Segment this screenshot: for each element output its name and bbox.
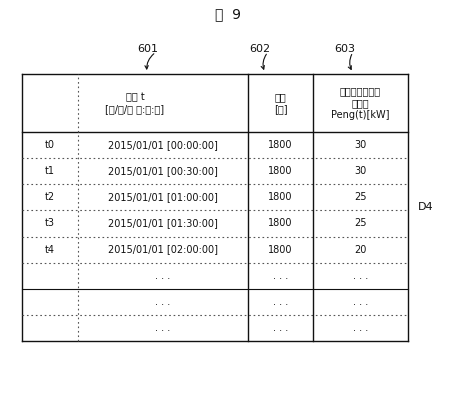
Text: D4: D4	[418, 202, 434, 213]
Text: t0: t0	[45, 140, 55, 150]
Text: . . .: . . .	[155, 297, 170, 307]
Text: 2015/01/01 [00:00:00]: 2015/01/01 [00:00:00]	[108, 140, 218, 150]
Text: 1800: 1800	[268, 218, 293, 229]
Text: . . .: . . .	[353, 323, 368, 333]
Text: 時刻 t
[年/月/日 時:分:秒]: 時刻 t [年/月/日 時:分:秒]	[106, 92, 165, 114]
Text: . . .: . . .	[273, 297, 288, 307]
Text: . . .: . . .	[155, 271, 170, 281]
Text: 1800: 1800	[268, 166, 293, 176]
Text: . . .: . . .	[353, 271, 368, 281]
Text: . . .: . . .	[155, 323, 170, 333]
Text: 20: 20	[354, 245, 367, 254]
Text: 2015/01/01 [01:00:00]: 2015/01/01 [01:00:00]	[108, 192, 218, 202]
Text: t3: t3	[45, 218, 55, 229]
Text: t2: t2	[45, 192, 55, 202]
Text: t4: t4	[45, 245, 55, 254]
Text: 投入エネルギー
予測値
Peng(t)[kW]: 投入エネルギー 予測値 Peng(t)[kW]	[331, 86, 390, 119]
Text: 30: 30	[354, 140, 367, 150]
Text: 25: 25	[354, 218, 367, 229]
Text: 30: 30	[354, 166, 367, 176]
Text: 603: 603	[335, 44, 356, 54]
Text: 1800: 1800	[268, 140, 293, 150]
Text: 期間
[秒]: 期間 [秒]	[274, 92, 287, 114]
Text: 1800: 1800	[268, 192, 293, 202]
Text: t1: t1	[45, 166, 55, 176]
Text: . . .: . . .	[273, 323, 288, 333]
Text: 602: 602	[250, 44, 271, 54]
Text: . . .: . . .	[273, 271, 288, 281]
Text: 601: 601	[138, 44, 159, 54]
Text: 図  9: 図 9	[215, 7, 241, 21]
Text: 2015/01/01 [01:30:00]: 2015/01/01 [01:30:00]	[108, 218, 218, 229]
Text: . . .: . . .	[353, 297, 368, 307]
Text: 2015/01/01 [00:30:00]: 2015/01/01 [00:30:00]	[108, 166, 218, 176]
Text: 1800: 1800	[268, 245, 293, 254]
Text: 2015/01/01 [02:00:00]: 2015/01/01 [02:00:00]	[108, 245, 218, 254]
Text: 25: 25	[354, 192, 367, 202]
